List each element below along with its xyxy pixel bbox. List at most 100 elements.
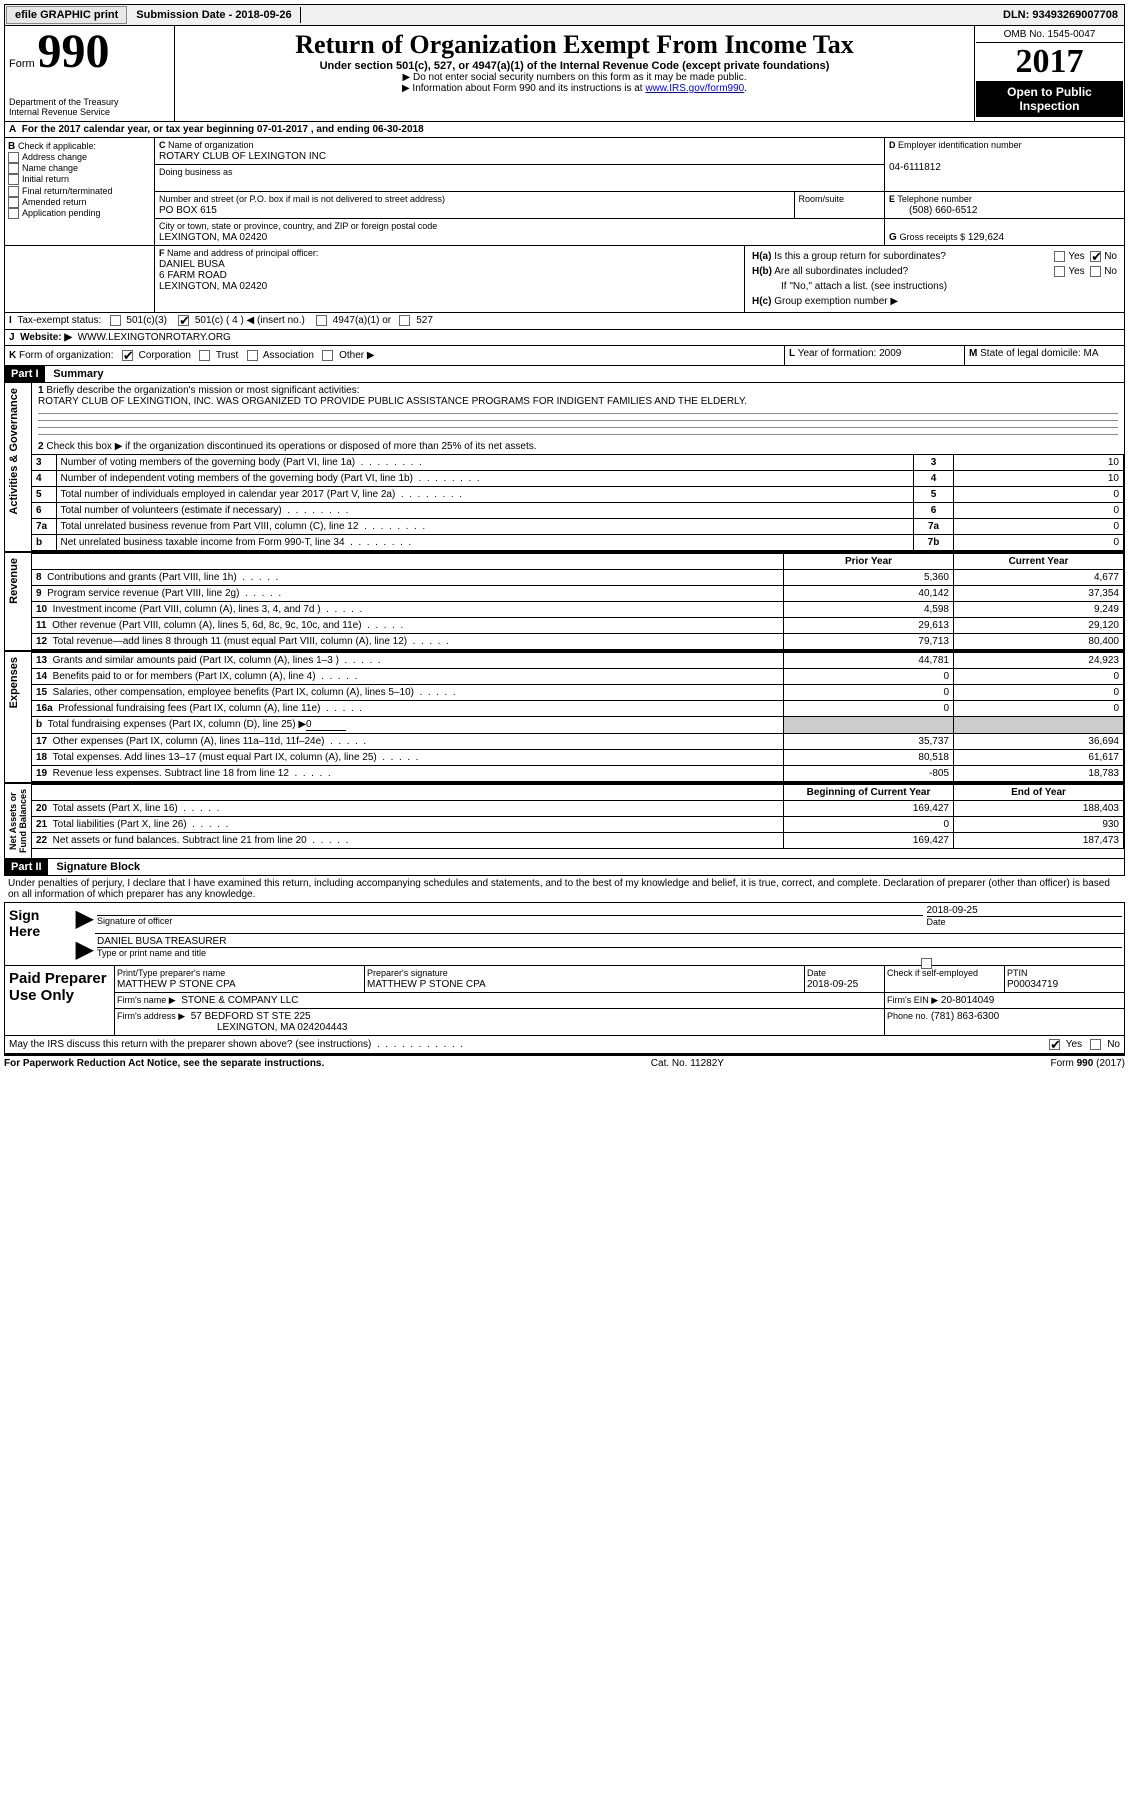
form-version: Form 990 (2017)	[1051, 1058, 1125, 1069]
vert-activities: Activities & Governance	[6, 384, 22, 519]
row-a: A For the 2017 calendar year, or tax yea…	[4, 122, 1125, 138]
revenue-table: Prior Year Current Year 8 Contributions …	[32, 553, 1124, 650]
hb-yes[interactable]	[1054, 266, 1065, 277]
omb-number: OMB No. 1545-0047	[976, 27, 1123, 43]
prior-year-hdr: Prior Year	[784, 553, 954, 569]
firm-ein: 20-8014049	[941, 995, 994, 1006]
phone-label: Telephone number	[897, 194, 972, 204]
year-formation: 2009	[879, 348, 901, 359]
preparer-date: 2018-09-25	[807, 979, 858, 990]
paperwork-notice: For Paperwork Reduction Act Notice, see …	[4, 1058, 324, 1069]
ein-label: Employer identification number	[898, 140, 1022, 150]
firm-addr2: LEXINGTON, MA 024204443	[117, 1022, 347, 1033]
cb-final-return[interactable]	[8, 186, 19, 197]
dept-treasury: Department of the Treasury	[9, 97, 170, 107]
b-label: Check if applicable:	[18, 141, 96, 151]
ha-no[interactable]	[1090, 251, 1101, 262]
efile-top-bar: efile GRAPHIC print Submission Date - 20…	[4, 4, 1125, 26]
mission: ROTARY CLUB OF LEXINGTION, INC. WAS ORGA…	[38, 396, 747, 407]
discuss-no[interactable]	[1090, 1039, 1101, 1050]
officer-addr2: LEXINGTON, MA 02420	[159, 281, 267, 292]
firm-name: STONE & COMPANY LLC	[181, 995, 298, 1006]
officer-name: DANIEL BUSA	[159, 259, 225, 270]
sig-date-label: Date	[927, 917, 946, 927]
row-j: J Website: ▶ WWW.LEXINGTONROTARY.ORG	[4, 330, 1125, 346]
cb-application-pending[interactable]	[8, 208, 19, 219]
q1: Briefly describe the organization's miss…	[46, 385, 359, 396]
netassets-table: Beginning of Current Year End of Year 20…	[32, 784, 1124, 849]
gross-receipts: 129,624	[968, 232, 1004, 243]
irs-link[interactable]: www.IRS.gov/form990	[645, 83, 744, 94]
part2-title: Signature Block	[50, 861, 140, 873]
gross-label: Gross receipts $	[900, 232, 966, 242]
table-row: 21 Total liabilities (Part X, line 26) .…	[32, 816, 1124, 832]
part2-hdr: Part II	[5, 859, 48, 875]
cb-name-change[interactable]	[8, 163, 19, 174]
cb-527[interactable]	[399, 315, 410, 326]
tax-year: 2017	[976, 43, 1123, 81]
table-row: 12 Total revenue—add lines 8 through 11 …	[32, 633, 1124, 649]
arrow-icon: ▶	[76, 936, 94, 963]
ha-yes[interactable]	[1054, 251, 1065, 262]
city: LEXINGTON, MA 02420	[159, 232, 267, 243]
table-row: 10 Investment income (Part VIII, column …	[32, 601, 1124, 617]
street-address: PO BOX 615	[159, 205, 217, 216]
form-990: 990	[37, 25, 109, 78]
cb-initial-return[interactable]	[8, 174, 19, 185]
sign-here: Sign Here	[5, 902, 75, 965]
table-row: 16a Professional fundraising fees (Part …	[32, 700, 1124, 716]
preparer-name: MATTHEW P STONE CPA	[117, 979, 236, 990]
efile-print-button[interactable]: efile GRAPHIC print	[6, 6, 127, 24]
hc-label: Group exemption number ▶	[774, 296, 898, 307]
vert-revenue: Revenue	[6, 554, 22, 608]
firm-phone: (781) 863-6300	[931, 1011, 999, 1022]
cb-other[interactable]	[322, 350, 333, 361]
room-label: Room/suite	[799, 194, 845, 204]
vert-netassets: Net Assets orFund Balances	[6, 785, 30, 857]
cb-4947[interactable]	[316, 315, 327, 326]
preparer-sig: MATTHEW P STONE CPA	[367, 979, 486, 990]
sig-officer-label: Signature of officer	[97, 916, 172, 926]
row-i: I Tax-exempt status: 501(c)(3) 501(c) ( …	[4, 313, 1125, 329]
part1-title: Summary	[47, 368, 103, 380]
ha-label: Is this a group return for subordinates?	[774, 251, 946, 262]
part1-hdr: Part I	[5, 366, 45, 382]
table-row: 18 Total expenses. Add lines 13–17 (must…	[32, 749, 1124, 765]
cb-501c3[interactable]	[110, 315, 121, 326]
expenses-table: 13 Grants and similar amounts paid (Part…	[32, 652, 1124, 782]
firm-addr1: 57 BEDFORD ST STE 225	[191, 1011, 311, 1022]
cat-no: Cat. No. 11282Y	[651, 1058, 724, 1069]
table-row: 20 Total assets (Part X, line 16) . . . …	[32, 800, 1124, 816]
form-prefix: Form	[9, 58, 35, 70]
beg-year-hdr: Beginning of Current Year	[784, 784, 954, 800]
cb-address-change[interactable]	[8, 152, 19, 163]
submission-date: Submission Date - 2018-09-26	[128, 7, 300, 23]
paid-preparer: Paid Preparer Use Only	[5, 966, 115, 1036]
hb-label: Are all subordinates included?	[774, 266, 908, 277]
discuss-row: May the IRS discuss this return with the…	[4, 1036, 1125, 1054]
officer-addr1: 6 FARM ROAD	[159, 270, 227, 281]
officer-label: Name and address of principal officer:	[167, 248, 318, 258]
website: WWW.LEXINGTONROTARY.ORG	[78, 332, 231, 343]
note-ssn: ▶ Do not enter social security numbers o…	[179, 72, 970, 83]
hb-no[interactable]	[1090, 266, 1101, 277]
table-row: 9 Program service revenue (Part VIII, li…	[32, 585, 1124, 601]
dept-irs: Internal Revenue Service	[9, 107, 170, 117]
cb-trust[interactable]	[199, 350, 210, 361]
q2: Check this box ▶ if the organization dis…	[46, 441, 536, 452]
form-subtitle: Under section 501(c), 527, or 4947(a)(1)…	[179, 60, 970, 72]
cb-assoc[interactable]	[247, 350, 258, 361]
open-inspection: Open to PublicInspection	[976, 81, 1123, 117]
cb-self-employed[interactable]	[921, 958, 932, 969]
addr-label: Number and street (or P.O. box if mail i…	[159, 194, 445, 204]
cb-amended[interactable]	[8, 197, 19, 208]
table-row: 19 Revenue less expenses. Subtract line …	[32, 765, 1124, 781]
table-row: 22 Net assets or fund balances. Subtract…	[32, 832, 1124, 848]
state-domicile: MA	[1084, 348, 1099, 359]
vert-expenses: Expenses	[6, 653, 22, 712]
discuss-yes[interactable]	[1049, 1039, 1060, 1050]
cb-501c[interactable]	[178, 315, 189, 326]
cb-corp[interactable]	[122, 350, 133, 361]
table-row: 15 Salaries, other compensation, employe…	[32, 684, 1124, 700]
city-label: City or town, state or province, country…	[159, 221, 437, 231]
